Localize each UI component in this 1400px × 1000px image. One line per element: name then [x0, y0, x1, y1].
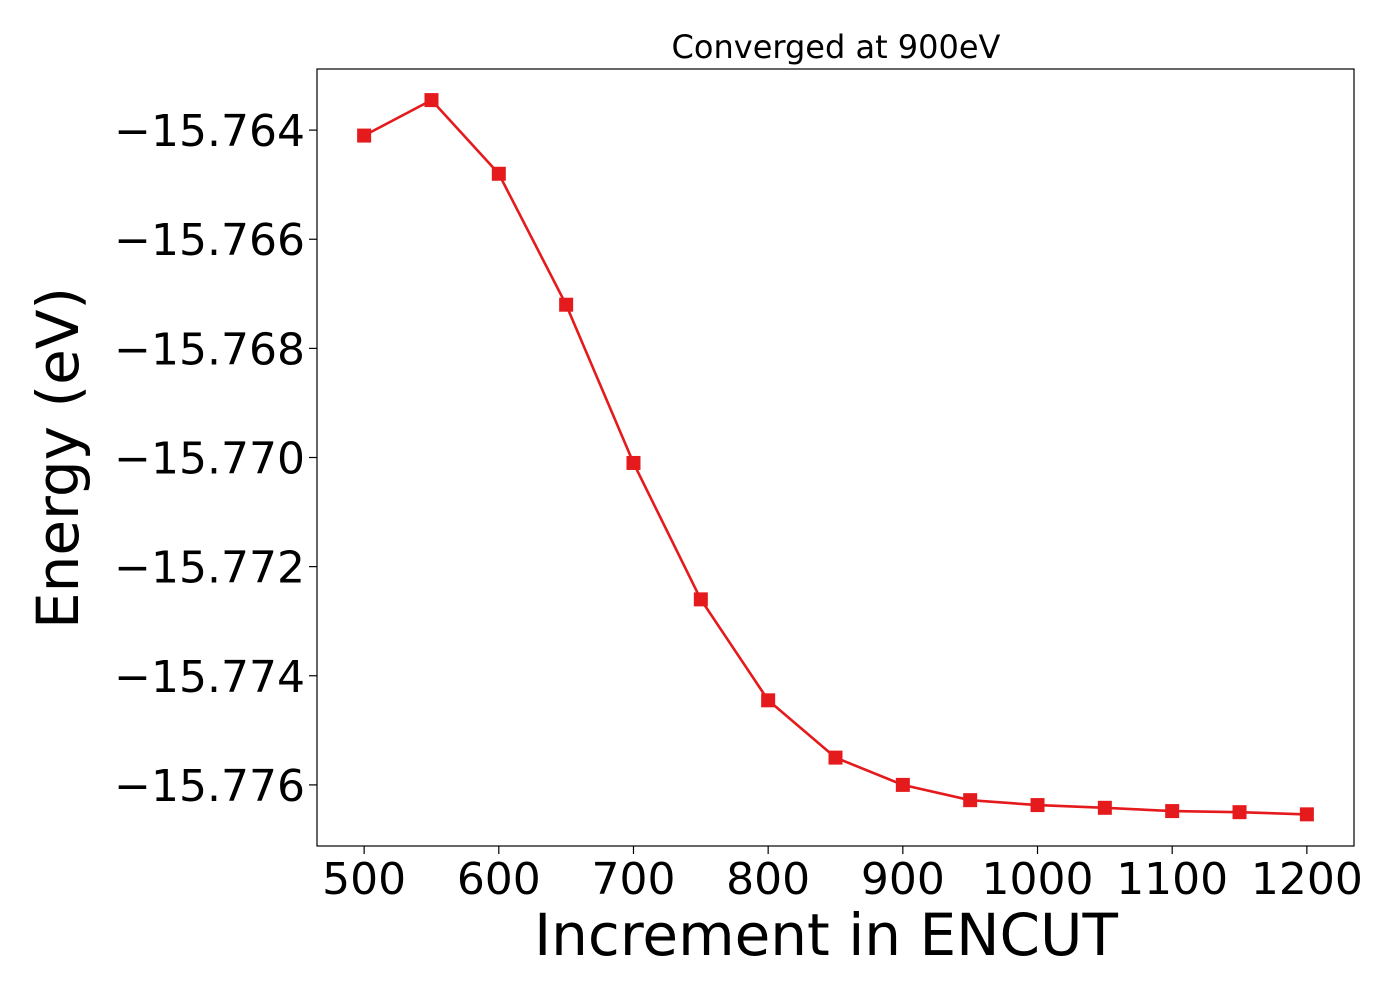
x-tick-label: 1200 — [1251, 854, 1363, 905]
y-tick-label: −15.770 — [114, 434, 305, 485]
data-point-marker — [895, 777, 910, 792]
data-point-marker — [626, 455, 641, 470]
data-point-marker — [1299, 807, 1314, 822]
chart-title: Converged at 900eV — [672, 28, 1001, 66]
data-point-marker — [1232, 805, 1247, 820]
x-axis-title: Increment in ENCUT — [534, 901, 1118, 969]
plot-area — [357, 93, 1314, 822]
data-point-marker — [761, 693, 776, 708]
x-tick-label: 1000 — [982, 854, 1094, 905]
data-point-marker — [963, 793, 978, 808]
x-tick-label: 800 — [726, 854, 810, 905]
y-axis: −15.764 −15.766 −15.768 −15.770 −15.772 −15.7… — [114, 106, 317, 812]
x-tick-label: 700 — [591, 854, 675, 905]
y-tick-label: −15.774 — [114, 652, 305, 703]
y-tick-label: −15.768 — [114, 324, 305, 375]
data-point-marker — [559, 297, 574, 312]
y-tick-label: −15.766 — [114, 215, 305, 266]
y-axis-title: Energy (eV) — [24, 287, 92, 629]
data-point-marker — [424, 93, 439, 108]
y-tick-label: −15.764 — [114, 106, 305, 157]
x-tick-label: 1100 — [1116, 854, 1228, 905]
x-tick-label: 500 — [322, 854, 406, 905]
y-tick-label: −15.772 — [114, 543, 305, 594]
x-tick-label: 600 — [457, 854, 541, 905]
x-tick-label: 900 — [861, 854, 945, 905]
plot-frame — [316, 68, 1355, 847]
data-point-marker — [693, 592, 708, 607]
series-line — [363, 98, 1307, 816]
data-point-marker — [491, 166, 506, 181]
y-tick-label: −15.776 — [114, 761, 305, 812]
data-point-marker — [1165, 804, 1180, 819]
x-axis: 500 600 700 800 900 1000 1100 1200 — [322, 846, 1363, 905]
data-point-marker — [1097, 800, 1112, 815]
data-point-marker — [1030, 798, 1045, 813]
data-point-marker — [357, 128, 372, 143]
data-point-marker — [828, 750, 843, 765]
